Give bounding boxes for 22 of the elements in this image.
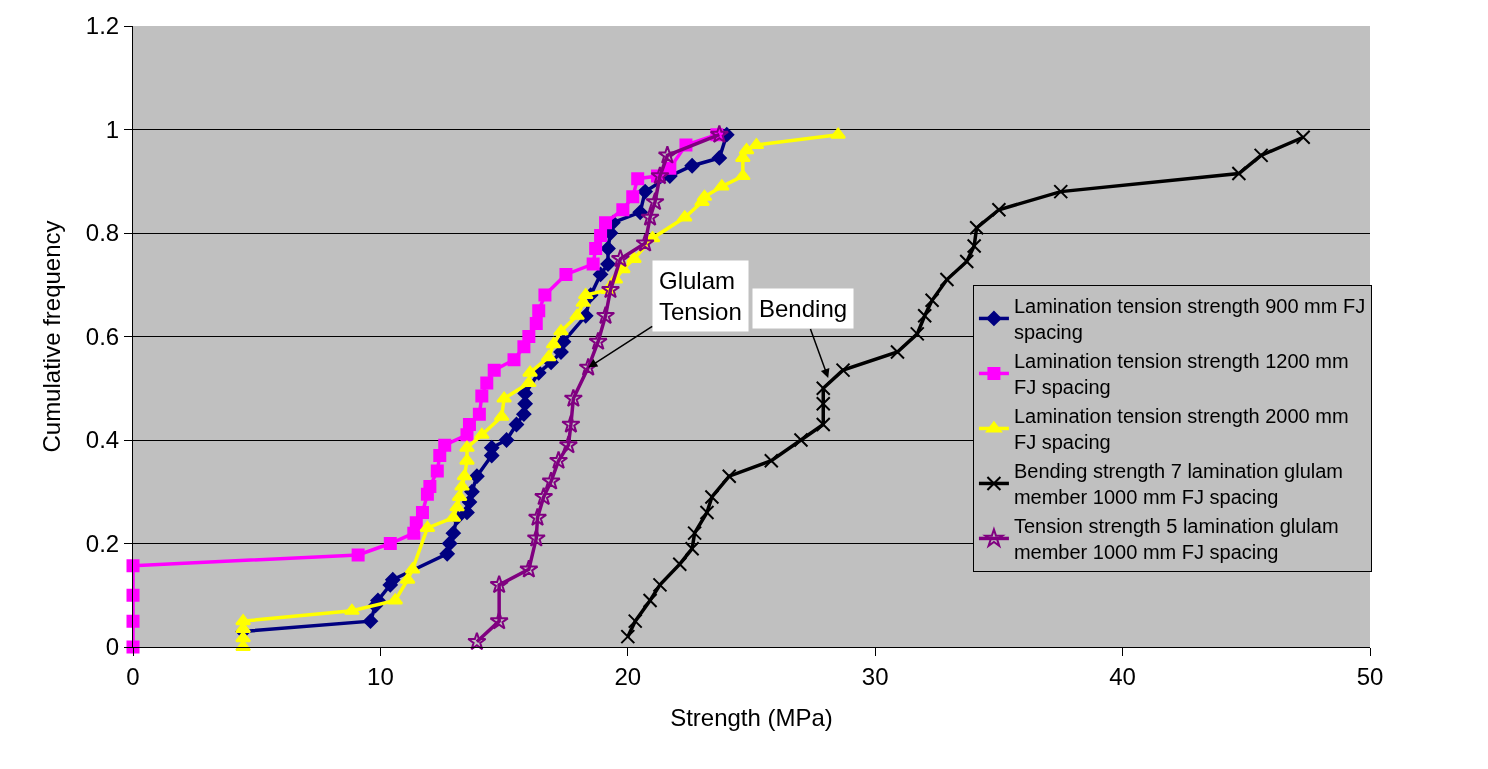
- x-tick-label: 30: [861, 662, 889, 690]
- y-tick-label: 1: [105, 115, 120, 143]
- x-tick-label: 0: [126, 662, 140, 690]
- y-tick-label: 0.4: [85, 426, 120, 454]
- x-tick-label: 50: [1356, 662, 1384, 690]
- x-tick-label: 40: [1109, 662, 1136, 690]
- annotation: Glulam Tension: [659, 267, 742, 326]
- legend-label: Bending strength 7 lamination glulam member 1000 mm FJ spacing: [1013, 460, 1344, 509]
- y-tick-label: 1.2: [85, 12, 120, 40]
- legend-label: Lamination tension strength 2000 mm FJ spacing: [1013, 405, 1349, 454]
- y-tick-label: 0.6: [85, 322, 120, 350]
- legend-label: Tension strength 5 lamination glulam member 1000 mm FJ spacing: [1013, 515, 1339, 564]
- y-tick-label: 0: [105, 633, 120, 661]
- x-tick-label: 10: [367, 662, 394, 690]
- legend-label: Lamination tension strength 900 mm FJ spacing: [1013, 295, 1366, 344]
- annotation: Bending: [759, 295, 848, 322]
- y-tick-label: 0.8: [85, 219, 120, 247]
- y-tick-label: 0.2: [85, 529, 120, 557]
- x-axis-title: Strength (MPa): [670, 704, 833, 732]
- legend-label: Lamination tension strength 1200 mm FJ spacing: [1013, 350, 1349, 399]
- x-tick-label: 20: [614, 662, 642, 690]
- y-axis-title: Cumulative frequency: [37, 220, 65, 453]
